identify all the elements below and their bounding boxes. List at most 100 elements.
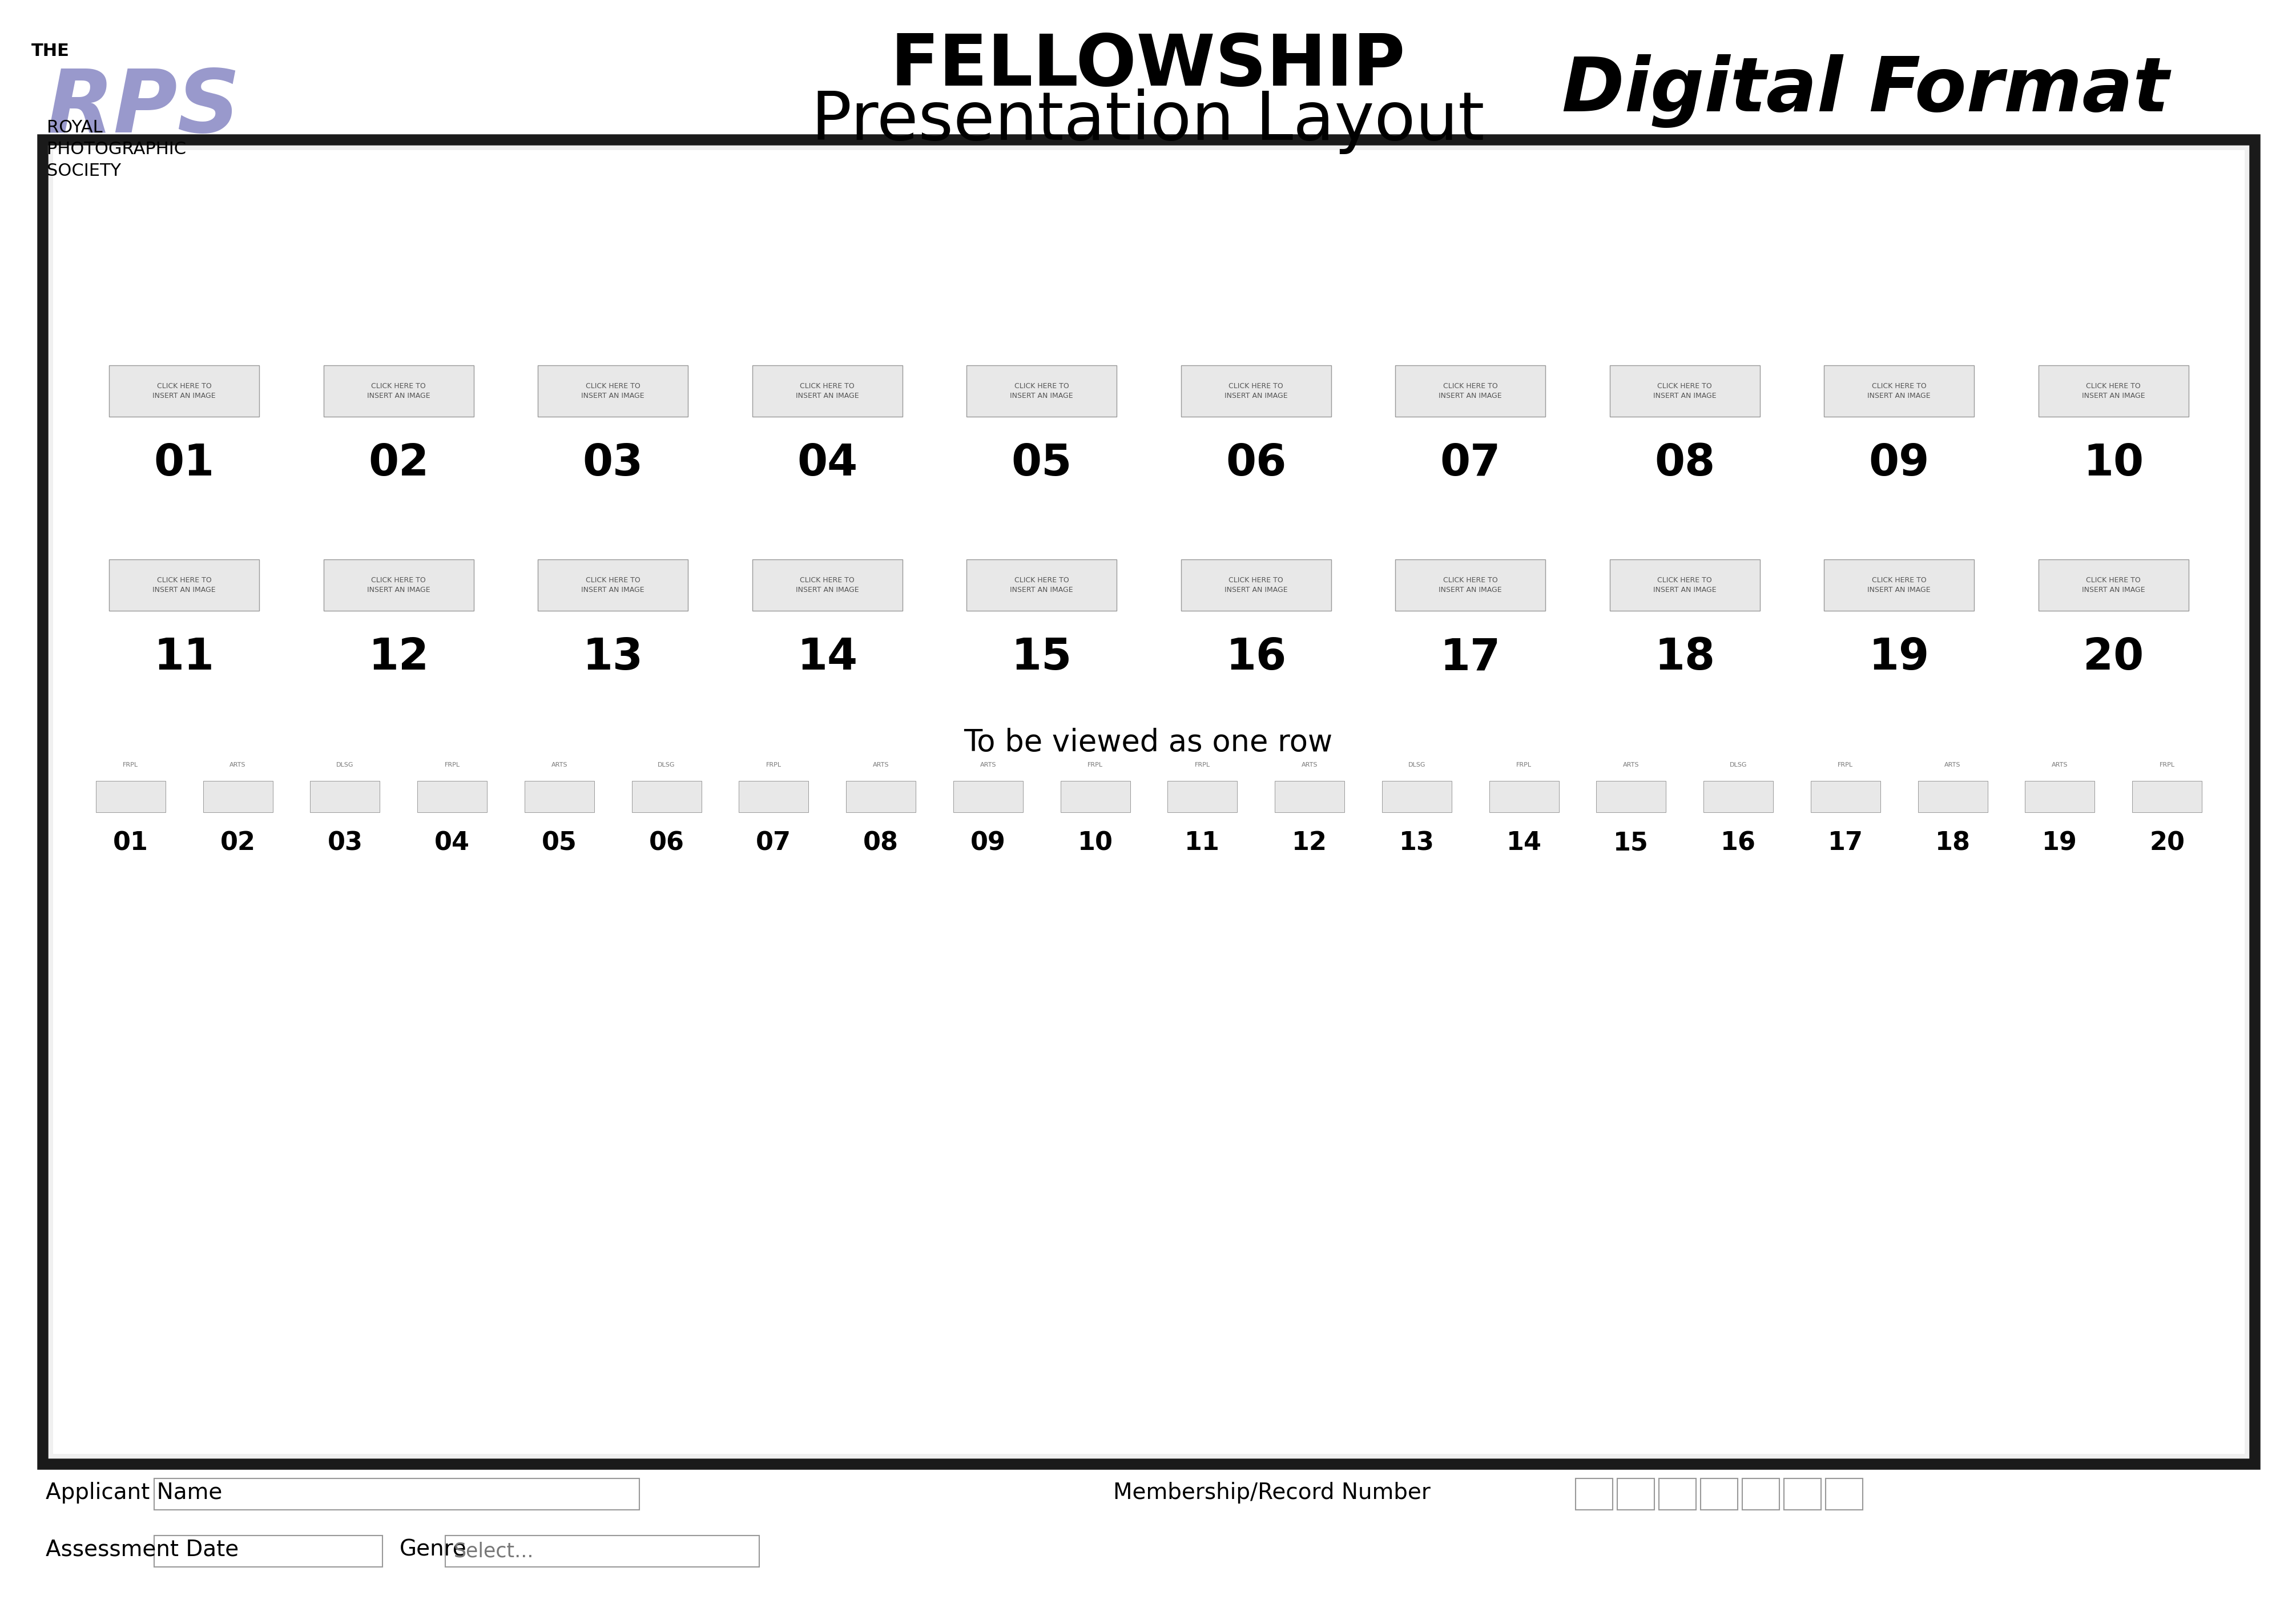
Bar [537, 365, 689, 417]
Bar [953, 781, 1022, 812]
Text: 13: 13 [583, 637, 643, 679]
Bar [1396, 365, 1545, 417]
Text: FELLOWSHIP: FELLOWSHIP [891, 31, 1405, 101]
Bar [967, 365, 1116, 417]
Text: DLSG: DLSG [657, 762, 675, 768]
Bar [1609, 365, 1759, 417]
Bar [2025, 781, 2094, 812]
Text: 20: 20 [2149, 830, 2183, 856]
Text: CLICK HERE TO
INSERT AN IMAGE: CLICK HERE TO INSERT AN IMAGE [794, 577, 859, 594]
Bar [1596, 781, 1665, 812]
Bar [445, 1536, 760, 1567]
Text: 05: 05 [542, 830, 576, 856]
Text: CLICK HERE TO
INSERT AN IMAGE: CLICK HERE TO INSERT AN IMAGE [1010, 577, 1072, 594]
Text: THE: THE [32, 42, 69, 60]
Text: 18: 18 [1653, 637, 1715, 679]
Text: 04: 04 [797, 442, 856, 484]
Text: 05: 05 [1010, 442, 1072, 484]
Bar [1061, 781, 1130, 812]
Text: FRPL: FRPL [2158, 762, 2174, 768]
Bar [967, 559, 1116, 611]
Text: Digital Format: Digital Format [1561, 54, 2170, 128]
Text: 01: 01 [113, 830, 149, 856]
Text: FRPL: FRPL [1194, 762, 1210, 768]
Text: ARTS: ARTS [2050, 762, 2066, 768]
Text: 15: 15 [1614, 830, 1649, 856]
Text: 08: 08 [863, 830, 898, 856]
Text: 02: 02 [367, 442, 429, 484]
Bar [2039, 559, 2188, 611]
Text: ARTS: ARTS [980, 762, 996, 768]
Text: 17: 17 [1440, 637, 1499, 679]
Bar [96, 781, 165, 812]
Bar [1704, 781, 1773, 812]
Bar [1382, 781, 1451, 812]
Text: 13: 13 [1398, 830, 1435, 856]
Text: Applicant Name: Applicant Name [46, 1481, 223, 1504]
Text: CLICK HERE TO
INSERT AN IMAGE: CLICK HERE TO INSERT AN IMAGE [2082, 577, 2144, 594]
Text: ARTS: ARTS [551, 762, 567, 768]
Text: CLICK HERE TO
INSERT AN IMAGE: CLICK HERE TO INSERT AN IMAGE [367, 383, 429, 400]
Text: 06: 06 [1226, 442, 1286, 484]
Bar [310, 781, 379, 812]
Bar [1575, 1478, 1612, 1510]
Text: CLICK HERE TO
INSERT AN IMAGE: CLICK HERE TO INSERT AN IMAGE [1867, 383, 1931, 400]
Bar [1274, 781, 1343, 812]
Bar [1784, 1478, 1821, 1510]
Bar [154, 1478, 638, 1510]
Text: CLICK HERE TO
INSERT AN IMAGE: CLICK HERE TO INSERT AN IMAGE [367, 577, 429, 594]
Text: ARTS: ARTS [1302, 762, 1318, 768]
Bar [2131, 781, 2202, 812]
Text: FRPL: FRPL [124, 762, 138, 768]
Bar [1658, 1478, 1697, 1510]
Text: 03: 03 [328, 830, 363, 856]
Text: FRPL: FRPL [445, 762, 459, 768]
Text: RPS: RPS [46, 65, 241, 151]
Text: 06: 06 [650, 830, 684, 856]
Text: Assessment Date: Assessment Date [46, 1540, 239, 1561]
Bar [1166, 781, 1238, 812]
Text: 03: 03 [583, 442, 643, 484]
Bar [537, 559, 689, 611]
Bar [1616, 1478, 1653, 1510]
Text: Select...: Select... [455, 1541, 535, 1561]
Text: ARTS: ARTS [1623, 762, 1639, 768]
Text: CLICK HERE TO
INSERT AN IMAGE: CLICK HERE TO INSERT AN IMAGE [581, 577, 645, 594]
Text: ARTS: ARTS [230, 762, 246, 768]
Text: 14: 14 [1506, 830, 1541, 856]
Text: 15: 15 [1010, 637, 1072, 679]
Bar [1699, 1478, 1738, 1510]
Text: 12: 12 [367, 637, 429, 679]
Text: CLICK HERE TO
INSERT AN IMAGE: CLICK HERE TO INSERT AN IMAGE [2082, 383, 2144, 400]
Text: 11: 11 [1185, 830, 1219, 856]
Text: CLICK HERE TO
INSERT AN IMAGE: CLICK HERE TO INSERT AN IMAGE [1440, 383, 1502, 400]
Bar [110, 559, 259, 611]
Text: Genre: Genre [400, 1540, 466, 1561]
Text: 04: 04 [434, 830, 471, 856]
Bar [1180, 559, 1332, 611]
Text: 16: 16 [1226, 637, 1286, 679]
Text: 01: 01 [154, 442, 214, 484]
Text: CLICK HERE TO
INSERT AN IMAGE: CLICK HERE TO INSERT AN IMAGE [581, 383, 645, 400]
Text: 10: 10 [2082, 442, 2142, 484]
Text: 16: 16 [1720, 830, 1756, 856]
Bar [739, 781, 808, 812]
Text: 07: 07 [755, 830, 792, 856]
Text: ARTS: ARTS [872, 762, 889, 768]
Bar [2039, 365, 2188, 417]
Bar [1825, 1478, 1862, 1510]
Bar [1743, 1478, 1779, 1510]
Text: 12: 12 [1293, 830, 1327, 856]
Bar [324, 365, 473, 417]
Bar [1823, 559, 1975, 611]
Bar [631, 781, 700, 812]
Text: CLICK HERE TO
INSERT AN IMAGE: CLICK HERE TO INSERT AN IMAGE [794, 383, 859, 400]
Text: Presentation Layout: Presentation Layout [810, 88, 1483, 154]
Text: FRPL: FRPL [1837, 762, 1853, 768]
Text: 18: 18 [1936, 830, 1970, 856]
Bar [418, 781, 487, 812]
Text: Membership/Record Number: Membership/Record Number [1114, 1481, 1430, 1504]
Text: 17: 17 [1828, 830, 1862, 856]
Text: DLSG: DLSG [1729, 762, 1747, 768]
Bar [523, 781, 595, 812]
